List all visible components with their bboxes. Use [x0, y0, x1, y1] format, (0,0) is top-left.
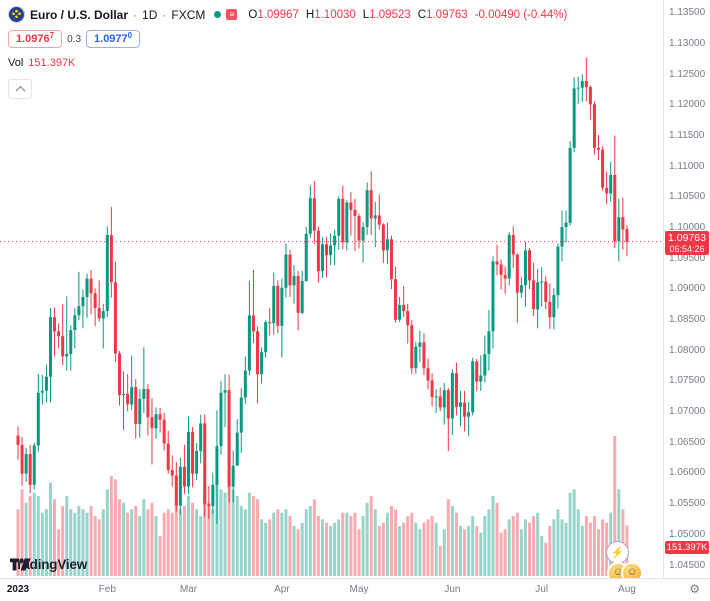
price-axis-label: 1.06500	[669, 436, 706, 448]
chevron-up-icon	[15, 85, 25, 96]
symbol-title[interactable]: Euro / U.S. Dollar	[30, 7, 129, 22]
candlestick-chart	[0, 57, 663, 576]
sell-button[interactable]: 1.0976 7	[8, 30, 63, 48]
axis-settings-gear-icon[interactable]: ⚙	[689, 582, 700, 596]
buy-button[interactable]: 1.0977 0	[86, 30, 141, 48]
currency-pair-icon	[8, 6, 25, 23]
time-axis-label: 2023	[6, 584, 30, 595]
close-value: 1.09763	[426, 8, 468, 21]
ask-price: 1.0977	[94, 33, 128, 45]
price-axis-label: 1.09500	[669, 252, 706, 264]
bar-countdown: 06:54:26	[669, 243, 705, 254]
ask-price-fraction: 0	[127, 31, 133, 40]
price-axis-label: 1.10500	[669, 191, 706, 203]
bid-price-fraction: 7	[49, 31, 55, 40]
price-axis-label: 1.08000	[669, 344, 706, 356]
chart-plot-area[interactable]: Euro / U.S. Dollar · 1D · FXCM ≡ O1.0996…	[0, 0, 663, 578]
price-axis-label: 1.04500	[669, 559, 706, 571]
separator-dot: ·	[162, 7, 167, 22]
price-axis-label: 1.05500	[669, 498, 706, 510]
price-axis-label: 1.11000	[669, 160, 705, 172]
time-axis-label: Jun	[444, 584, 461, 595]
ohlc-values: O1.09967 H1.10030 L1.09523 C1.09763 -0.0…	[248, 9, 567, 21]
exchange-label[interactable]: FXCM	[171, 7, 206, 22]
price-axis-label: 1.07000	[669, 406, 706, 418]
collapse-pane-button[interactable]	[8, 79, 32, 99]
close-label: C	[417, 8, 427, 21]
price-axis-label: 1.08500	[669, 314, 706, 326]
emoji-reaction-icon[interactable]: ☺	[621, 562, 643, 578]
price-axis-label: 1.12000	[669, 99, 706, 111]
tradingview-logo[interactable]: TradingView	[10, 557, 87, 572]
price-axis-label: 1.06000	[669, 467, 706, 479]
interval-label[interactable]: 1D	[142, 7, 158, 22]
chart-legend: Euro / U.S. Dollar · 1D · FXCM ≡ O1.0996…	[8, 6, 567, 99]
last-price-badge: 1.09763 06:54:26	[665, 230, 709, 255]
market-status-dot-icon[interactable]	[214, 11, 222, 18]
change-value: -0.00490 (-0.44%)	[474, 8, 568, 21]
price-axis-label: 1.11500	[669, 129, 705, 141]
price-axis-label: 1.13500	[669, 7, 706, 19]
bid-price: 1.0976	[16, 33, 50, 45]
price-axis-label: 1.10000	[669, 222, 706, 234]
time-axis[interactable]: ⚙ 2023 Feb Mar Apr May Jun Jul Aug	[0, 578, 710, 601]
volume-indicator-label[interactable]: Vol	[8, 57, 24, 69]
volume-badge: 151.397K	[665, 541, 709, 554]
spread-value: 0.3	[63, 31, 86, 47]
quick-action-lightning-icon[interactable]: ⚡	[606, 541, 629, 564]
high-value: 1.10030	[314, 8, 356, 21]
volume-indicator-row: Vol 151.397K	[8, 57, 567, 69]
price-axis-label: 1.09000	[669, 283, 706, 295]
low-value: 1.09523	[369, 8, 411, 21]
high-label: H	[305, 8, 315, 21]
time-axis-label: Jul	[535, 584, 549, 595]
last-price-value: 1.09763	[668, 231, 706, 244]
separator-dot: ·	[133, 7, 138, 22]
time-axis-label: Mar	[179, 584, 198, 595]
time-axis-label: May	[349, 584, 369, 595]
price-axis-label: 1.13000	[669, 37, 706, 49]
price-axis-label: 1.07500	[669, 375, 706, 387]
price-axis-label: 1.05000	[669, 528, 706, 540]
low-label: L	[362, 8, 370, 21]
time-axis-label: Apr	[274, 584, 290, 595]
price-axis-label: 1.12500	[669, 68, 706, 80]
price-axis[interactable]: 1.09763 06:54:26 151.397K 1.13500 1.13000…	[663, 0, 710, 578]
time-axis-label: Feb	[98, 584, 116, 595]
eu-flag-icon	[8, 6, 25, 23]
open-label: O	[248, 8, 258, 21]
tradingview-logo-icon	[10, 558, 31, 571]
red-list-icon[interactable]: ≡	[226, 9, 238, 20]
open-value: 1.09967	[257, 8, 299, 21]
volume-indicator-value: 151.397K	[28, 57, 76, 69]
time-axis-label: Aug	[618, 584, 636, 595]
